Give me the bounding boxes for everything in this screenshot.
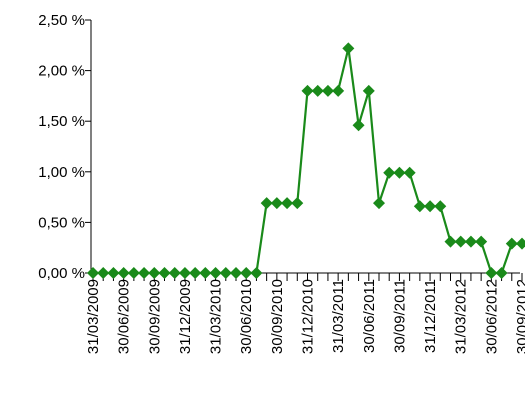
data-point-marker bbox=[495, 267, 508, 279]
data-point-marker bbox=[383, 166, 396, 179]
data-point-marker bbox=[454, 235, 467, 248]
data-point-marker bbox=[516, 237, 525, 250]
data-point-marker bbox=[117, 267, 130, 279]
x-tick-label: 30/06/2009 bbox=[116, 279, 133, 354]
x-axis-ticks: 31/03/2009 30/06/2009 30/09/2009 31/12/2009… bbox=[85, 273, 525, 354]
data-point-marker bbox=[485, 267, 498, 279]
x-tick-label: 31/03/2012 bbox=[453, 279, 470, 354]
data-point-marker bbox=[332, 84, 345, 97]
data-point-marker bbox=[189, 267, 202, 279]
data-point-marker bbox=[464, 235, 477, 248]
x-tick-label: 31/03/2009 bbox=[85, 279, 102, 354]
data-point-marker bbox=[250, 267, 263, 279]
data-point-marker bbox=[158, 267, 171, 279]
data-point-marker bbox=[219, 267, 232, 279]
y-tick-label: 1,00 % bbox=[38, 164, 85, 181]
x-tick-label: 31/12/2010 bbox=[300, 279, 317, 354]
x-tick-label: 31/03/2011 bbox=[330, 279, 347, 353]
data-point-marker bbox=[138, 267, 151, 279]
x-tick-label: 31/12/2009 bbox=[177, 279, 194, 354]
data-point-marker bbox=[87, 267, 99, 279]
data-point-marker bbox=[291, 197, 304, 210]
data-point-marker bbox=[209, 267, 222, 279]
data-point-marker bbox=[424, 200, 437, 213]
data-point-marker bbox=[393, 166, 406, 179]
x-tick-label: 30/06/2011 bbox=[361, 279, 378, 353]
data-point-marker bbox=[97, 267, 110, 279]
data-point-marker bbox=[403, 166, 416, 179]
x-tick-label: 31/03/2010 bbox=[208, 279, 225, 354]
data-point-marker bbox=[230, 267, 242, 279]
x-tick-label: 30/06/2012 bbox=[483, 279, 500, 354]
y-tick-label: 2,00 % bbox=[38, 63, 85, 80]
data-point-marker bbox=[475, 235, 488, 248]
data-point-marker bbox=[260, 197, 273, 210]
data-point-marker bbox=[342, 42, 355, 55]
data-series bbox=[87, 42, 525, 279]
data-point-marker bbox=[270, 197, 283, 210]
data-point-marker bbox=[362, 84, 375, 97]
data-point-marker bbox=[373, 197, 385, 210]
data-point-marker bbox=[107, 267, 120, 279]
y-tick-label: 0,00 % bbox=[38, 265, 85, 282]
y-tick-label: 1,50 % bbox=[38, 113, 85, 130]
x-tick-label: 30/09/2010 bbox=[269, 279, 286, 354]
data-point-marker bbox=[505, 237, 518, 250]
x-tick-label: 30/09/2012 bbox=[514, 279, 525, 354]
y-axis-ticks: 0,00 % 0,50 % 1,00 % 1,50 % 2,00 % 2,50 % bbox=[38, 12, 91, 282]
y-tick-label: 2,50 % bbox=[38, 12, 85, 29]
data-point-marker bbox=[168, 267, 181, 279]
data-point-marker bbox=[148, 267, 161, 279]
data-point-marker bbox=[178, 267, 191, 279]
data-point-marker bbox=[301, 84, 314, 97]
x-tick-label: 30/09/2011 bbox=[391, 279, 408, 353]
data-point-marker bbox=[444, 235, 457, 248]
data-point-marker bbox=[434, 200, 447, 213]
data-point-marker bbox=[240, 267, 253, 279]
x-tick-label: 30/09/2009 bbox=[146, 279, 163, 354]
data-point-marker bbox=[413, 200, 426, 213]
x-tick-label: 31/12/2011 bbox=[422, 279, 439, 353]
data-point-marker bbox=[352, 119, 365, 132]
data-point-marker bbox=[281, 197, 294, 210]
data-point-marker bbox=[321, 84, 334, 97]
data-point-marker bbox=[127, 267, 140, 279]
chart-axes bbox=[90, 20, 520, 274]
x-tick-label: 30/06/2010 bbox=[238, 279, 255, 354]
data-point-marker bbox=[199, 267, 212, 279]
y-tick-label: 0,50 % bbox=[38, 214, 85, 231]
data-point-marker bbox=[311, 84, 324, 97]
